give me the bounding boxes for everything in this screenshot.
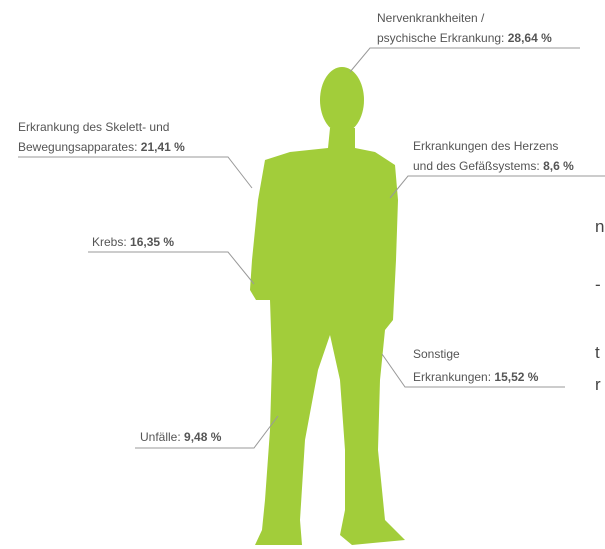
leader-line bbox=[18, 157, 252, 188]
label-value: 21,41 % bbox=[141, 140, 185, 154]
leader-line bbox=[350, 48, 580, 72]
label-line: Sonstige bbox=[413, 347, 460, 361]
label-text: Unfälle: bbox=[140, 430, 184, 444]
body bbox=[250, 128, 405, 545]
label-line: Erkrankung des Skelett- und bbox=[18, 120, 169, 134]
leader-line bbox=[88, 252, 254, 284]
label-line: Erkrankungen: 15,52 % bbox=[413, 370, 539, 384]
cropped-text: r bbox=[595, 375, 601, 394]
label-value: 15,52 % bbox=[494, 370, 538, 384]
cropped-text: t bbox=[595, 343, 600, 362]
head bbox=[320, 67, 364, 133]
label-text: Bewegungsapparates: bbox=[18, 140, 141, 154]
label-text: Krebs: bbox=[92, 235, 130, 249]
label-text: und des Gefäßsystems: bbox=[413, 159, 543, 173]
label-value: 9,48 % bbox=[184, 430, 222, 444]
label-line: Nervenkrankheiten / bbox=[377, 11, 485, 25]
label-text: psychische Erkrankung: bbox=[377, 31, 508, 45]
leader-line bbox=[390, 176, 605, 198]
label-value: 8,6 % bbox=[543, 159, 574, 173]
label-line: Krebs: 16,35 % bbox=[92, 235, 174, 249]
silhouette bbox=[250, 67, 405, 545]
label-line: und des Gefäßsystems: 8,6 % bbox=[413, 159, 574, 173]
label-line: Erkrankungen des Herzens bbox=[413, 139, 558, 153]
cropped-text: - bbox=[595, 275, 601, 294]
label-line: psychische Erkrankung: 28,64 % bbox=[377, 31, 552, 45]
label-line: Unfälle: 9,48 % bbox=[140, 430, 222, 444]
label-text: Erkrankungen: bbox=[413, 370, 494, 384]
label-value: 16,35 % bbox=[130, 235, 174, 249]
infographic: n - t r Nervenkrankheiten / psychische E… bbox=[0, 0, 605, 549]
cropped-text: n bbox=[595, 217, 604, 236]
label-line: Bewegungsapparates: 21,41 % bbox=[18, 140, 185, 154]
label-value: 28,64 % bbox=[508, 31, 552, 45]
page: n - t r Nervenkrankheiten / psychische E… bbox=[0, 0, 605, 549]
